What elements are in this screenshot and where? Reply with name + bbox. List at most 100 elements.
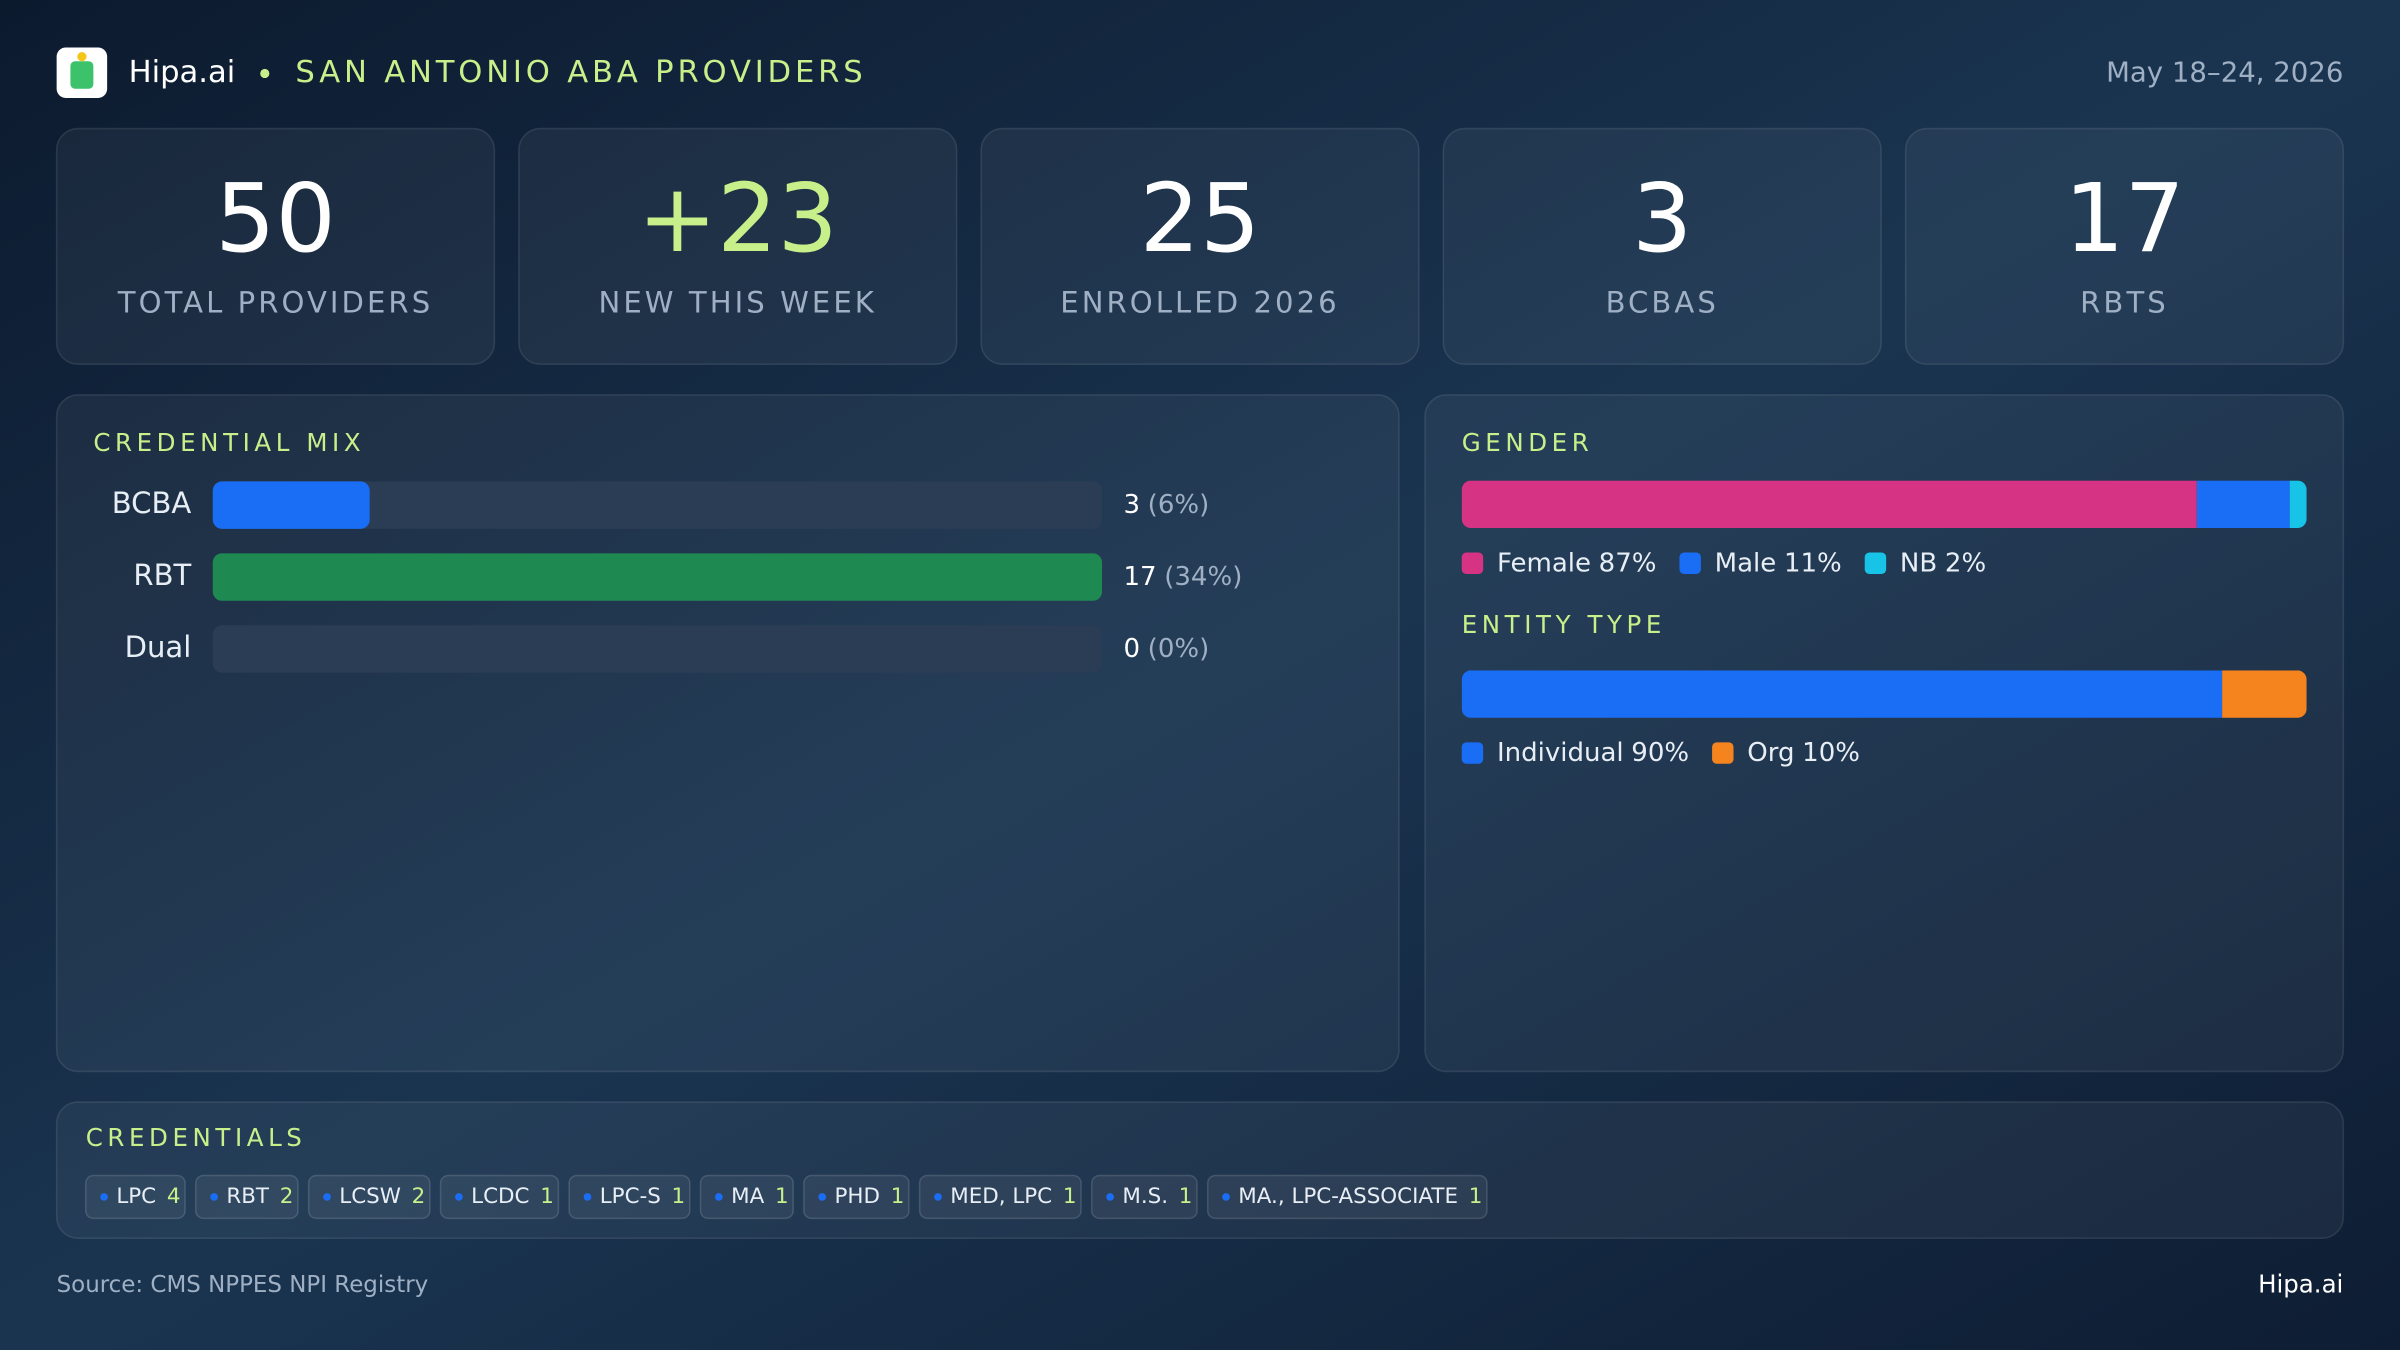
- tag: LPC-S 1: [568, 1174, 691, 1220]
- tag-label: M.S. 1: [1122, 1184, 1192, 1209]
- tag-count: 1: [775, 1184, 789, 1209]
- tag-name: M.S.: [1122, 1184, 1168, 1209]
- legend-swatch: [1679, 552, 1701, 574]
- share: (0%): [1148, 633, 1210, 663]
- kpi-card: [1904, 127, 2345, 366]
- tag-name: LCSW: [339, 1184, 401, 1209]
- brand: Hipa.ai: [129, 55, 236, 90]
- tag-label: LPC 4: [116, 1184, 180, 1209]
- legend-label: Org 10%: [1747, 738, 1860, 768]
- row-label: RBT: [133, 558, 191, 592]
- panel: [1424, 394, 2345, 1073]
- kpi-value: +23: [638, 164, 838, 274]
- kpi-label: ENROLLED 2026: [1060, 286, 1339, 320]
- tag-box: [699, 1174, 794, 1220]
- tag-count: 1: [891, 1184, 905, 1209]
- tag: MA., LPC-ASSOCIATE 1: [1206, 1174, 1488, 1220]
- tag-name: RBT: [226, 1184, 270, 1209]
- kpi-card: [518, 127, 958, 366]
- kpi-label: NEW THIS WEEK: [599, 286, 877, 320]
- tag-box: [307, 1174, 431, 1220]
- footer-brand: Hipa.ai: [2258, 1270, 2343, 1299]
- tag-count: 1: [1063, 1184, 1077, 1209]
- tag-box: [568, 1174, 691, 1220]
- separator: [260, 68, 270, 79]
- bar-track: [212, 481, 1103, 529]
- tag-count: 2: [280, 1184, 294, 1209]
- legend-swatch: [1461, 552, 1484, 574]
- dashboard-title: SAN ANTONIO ABA PROVIDERS: [295, 55, 866, 90]
- kpi-value: 3: [1632, 164, 1692, 274]
- tag-dot: [210, 1193, 218, 1201]
- tag-name: MA: [731, 1184, 764, 1209]
- segment: [2289, 480, 2307, 529]
- segment: [2196, 480, 2290, 529]
- tag-dot: [323, 1193, 331, 1201]
- tag-label: LCDC 1: [471, 1184, 554, 1209]
- tag-label: MA., LPC-ASSOCIATE 1: [1238, 1184, 1482, 1209]
- legend-swatch: [1864, 552, 1887, 574]
- tag-name: MA., LPC-ASSOCIATE: [1238, 1184, 1458, 1209]
- row-label: BCBA: [112, 486, 192, 520]
- legend-value: 90%: [1631, 738, 1689, 768]
- section-title: CREDENTIAL MIX: [93, 428, 365, 457]
- share: (6%): [1148, 490, 1210, 520]
- tag: M.S. 1: [1090, 1174, 1198, 1220]
- bar: [212, 553, 1103, 601]
- section-title: ENTITY TYPE: [1462, 610, 1666, 639]
- tag-box: [439, 1174, 560, 1220]
- tag-name: LPC: [116, 1184, 156, 1209]
- segment: [1461, 480, 2197, 529]
- tag-dot: [818, 1193, 827, 1201]
- tag-label: PHD 1: [834, 1184, 904, 1209]
- share: (34%): [1164, 562, 1242, 592]
- tag-name: LCDC: [471, 1184, 529, 1209]
- tag-name: PHD: [834, 1184, 880, 1209]
- tag-box: [803, 1174, 910, 1220]
- tag-label: LCSW 2: [339, 1184, 425, 1209]
- tag-name: MED, LPC: [950, 1184, 1052, 1209]
- tag-dot: [1106, 1193, 1114, 1201]
- tag-label: RBT 2: [226, 1184, 293, 1209]
- tag-count: 1: [1179, 1184, 1193, 1209]
- bar-track: [212, 625, 1103, 673]
- logo-icon: [77, 52, 87, 62]
- tag-dot: [934, 1193, 942, 1201]
- tag-count: 2: [412, 1184, 426, 1209]
- logo-icon: [70, 61, 94, 89]
- kpi-value: 25: [1140, 164, 1261, 274]
- tag-box: [1206, 1174, 1488, 1220]
- bar: [212, 481, 370, 529]
- tag-box: [195, 1174, 299, 1220]
- legend-name: NB: [1900, 548, 1937, 578]
- tag: MED, LPC 1: [918, 1174, 1082, 1220]
- legend-label: Individual 90%: [1497, 738, 1689, 768]
- kpi-card: [1442, 127, 1882, 366]
- kpi-label: TOTAL PROVIDERS: [117, 286, 433, 320]
- segment: [2222, 670, 2307, 718]
- count: 3: [1123, 490, 1140, 520]
- legend-label: Male 11%: [1715, 548, 1842, 578]
- tag-label: MED, LPC 1: [950, 1184, 1076, 1209]
- tag-dot: [715, 1193, 723, 1201]
- legend-name: Org: [1747, 738, 1794, 768]
- legend-swatch: [1461, 742, 1484, 764]
- legend-name: Individual: [1497, 738, 1624, 768]
- kpi-label: RBTS: [2080, 286, 2169, 320]
- panel: [55, 1101, 2345, 1240]
- tag-dot: [583, 1193, 592, 1201]
- tag-count: 1: [540, 1184, 554, 1209]
- legend-value: 10%: [1802, 738, 1860, 768]
- kpi-value: 50: [215, 164, 336, 274]
- legend-swatch: [1712, 742, 1734, 764]
- segment: [1461, 670, 2223, 718]
- kpi-value: 17: [2064, 164, 2185, 274]
- legend-name: Female: [1497, 548, 1591, 578]
- kpi-card: [980, 127, 1420, 366]
- tag-box: [84, 1174, 186, 1220]
- date-range: May 18–24, 2026: [2106, 56, 2343, 88]
- section-title: GENDER: [1462, 428, 1594, 457]
- legend-value: 2%: [1945, 548, 1986, 578]
